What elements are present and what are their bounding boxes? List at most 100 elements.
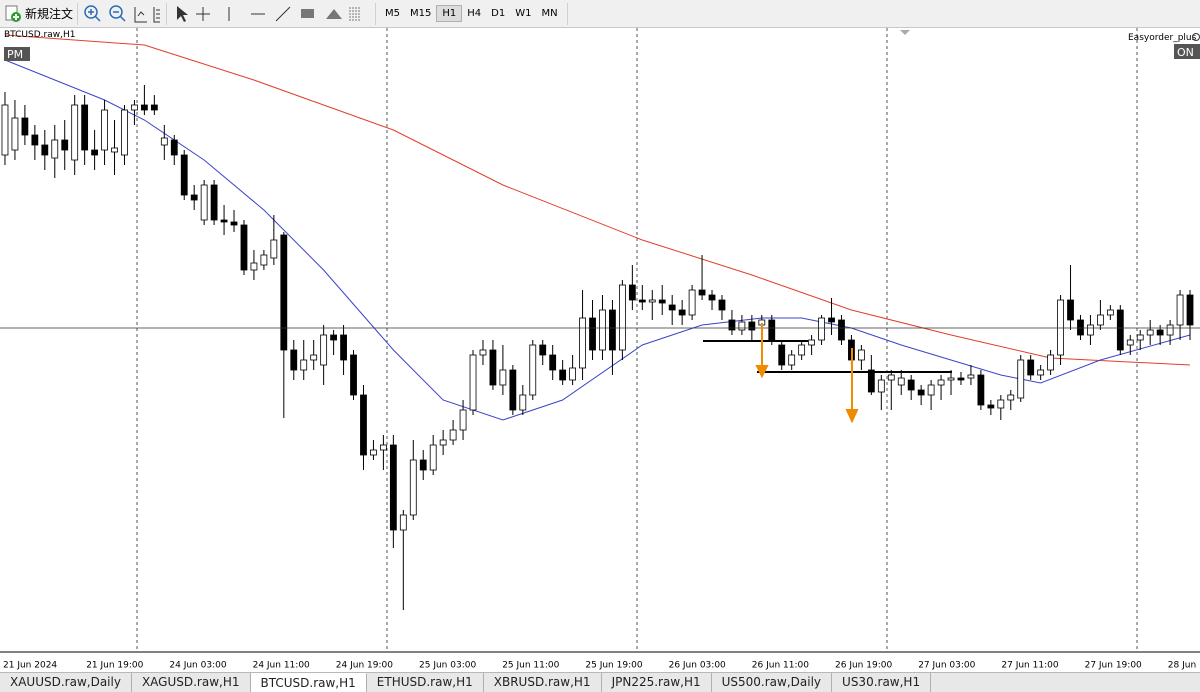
- candle-body: [71, 104, 79, 161]
- candle-body: [200, 184, 208, 221]
- level-lines: [703, 340, 952, 373]
- candle-body: [658, 299, 666, 304]
- candle-body: [977, 374, 985, 406]
- candle-body: [768, 319, 776, 341]
- chart-tabs: XAUUSD.raw,Daily XAGUSD.raw,H1 BTCUSD.raw,…: [0, 672, 1200, 692]
- candle-body: [1067, 299, 1074, 321]
- candle-body: [867, 369, 875, 393]
- candle-body: [559, 369, 567, 381]
- time-label: 26 Jun 11:00: [752, 661, 809, 671]
- time-label: 25 Jun 03:00: [419, 661, 476, 671]
- candle-body: [857, 349, 865, 361]
- candle-body: [230, 221, 238, 226]
- chart-tab[interactable]: ETHUSD.raw,H1: [367, 673, 484, 692]
- candle-body: [927, 384, 935, 396]
- candle-body: [310, 354, 318, 361]
- chart: BTCUSD.raw,H1 PM Easyorder_plus ON 21 Ju…: [0, 28, 1200, 672]
- timeframe-button[interactable]: M5: [385, 8, 401, 19]
- candle-body: [240, 224, 248, 271]
- candle-body: [1106, 309, 1114, 316]
- candle-body: [788, 354, 796, 366]
- chart-tab[interactable]: BTCUSD.raw,H1: [250, 673, 367, 692]
- candle-body: [459, 409, 467, 431]
- candle-body: [748, 321, 756, 331]
- candle-body: [41, 144, 49, 156]
- candle-body: [628, 284, 636, 301]
- chart-tab[interactable]: XBRUSD.raw,H1: [484, 673, 602, 692]
- candle-body: [61, 139, 69, 151]
- draw-icons: [177, 5, 362, 22]
- candle-body: [479, 349, 487, 356]
- shift-marker: [900, 30, 910, 35]
- candle-body: [81, 104, 89, 151]
- candle-body: [708, 294, 716, 301]
- candle-body: [91, 149, 99, 156]
- candle-body: [300, 359, 308, 371]
- candle-body: [1166, 324, 1174, 336]
- time-label: 24 Jun 03:00: [169, 661, 226, 671]
- timeframe-button[interactable]: H1: [436, 5, 463, 22]
- time-labels: 21 Jun 2024 21 Jun 19:00 24 Jun 03:00 24 Ju…: [3, 661, 1196, 671]
- candle-body: [997, 399, 1005, 409]
- moving-average: [4, 59, 1191, 421]
- candle-body: [917, 389, 925, 396]
- timeframe-button[interactable]: H4: [467, 8, 482, 19]
- session-label: PM: [7, 48, 23, 61]
- candle-body: [1087, 324, 1094, 336]
- chart-tab[interactable]: JPN225.raw,H1: [602, 673, 712, 692]
- candle-body: [469, 354, 477, 411]
- candle-body: [489, 349, 497, 386]
- candle-body: [778, 344, 786, 366]
- candle-body: [121, 109, 128, 156]
- candle-body: [210, 184, 218, 221]
- new-order-button[interactable]: 新規注文: [0, 2, 79, 25]
- candle-body: [1146, 329, 1154, 336]
- candle-body: [618, 284, 626, 351]
- candle-body: [808, 339, 816, 346]
- new-order-icon: [5, 5, 21, 22]
- candle-body: [101, 109, 108, 151]
- timeframe-button[interactable]: M15: [410, 8, 432, 19]
- candle-body: [549, 354, 557, 371]
- candle-body: [111, 147, 118, 153]
- candle-body: [509, 369, 517, 411]
- chart-tab[interactable]: US500.raw,Daily: [712, 673, 833, 692]
- timeframe-button[interactable]: MN: [541, 8, 558, 19]
- candle-body: [519, 394, 527, 411]
- candle-body: [379, 444, 387, 451]
- ea-status: ON: [1177, 46, 1194, 59]
- time-label: 26 Jun 19:00: [835, 661, 892, 671]
- candle-body: [131, 104, 138, 111]
- candle-body: [370, 449, 377, 456]
- candle-body: [160, 137, 168, 146]
- candle-body: [599, 309, 606, 351]
- candle-body: [51, 139, 59, 159]
- candle-body: [360, 394, 367, 456]
- chart-tab[interactable]: XAGUSD.raw,H1: [132, 673, 251, 692]
- time-label: 24 Jun 19:00: [336, 661, 393, 671]
- candle-body: [877, 379, 885, 393]
- candle-body: [340, 334, 347, 361]
- time-label: 25 Jun 11:00: [502, 661, 559, 671]
- timeframe-button[interactable]: W1: [515, 8, 532, 19]
- session-badge: [4, 47, 30, 61]
- candle-body: [140, 104, 148, 111]
- candle-body: [947, 377, 955, 381]
- moving-average: [4, 34, 1191, 366]
- time-label: 28 Jun: [1168, 661, 1196, 671]
- candle-body: [937, 379, 945, 386]
- candle-body: [529, 344, 537, 396]
- candle-body: [1017, 359, 1025, 399]
- candle-body: [569, 367, 577, 381]
- chart-tab[interactable]: XAUUSD.raw,Daily: [0, 673, 132, 692]
- candle-body: [678, 309, 686, 316]
- candle-body: [290, 349, 298, 371]
- timeframe-button[interactable]: D1: [491, 8, 506, 19]
- candle-body: [330, 334, 338, 341]
- zoom-icons: [84, 4, 161, 22]
- candle-body: [1156, 329, 1164, 336]
- chart-tab[interactable]: US30.raw,H1: [832, 673, 932, 692]
- ea-status-badge: [1174, 44, 1200, 59]
- toolbar: 新規注文 M5 M15 H1 H4 D1 W1 MN: [0, 0, 1200, 28]
